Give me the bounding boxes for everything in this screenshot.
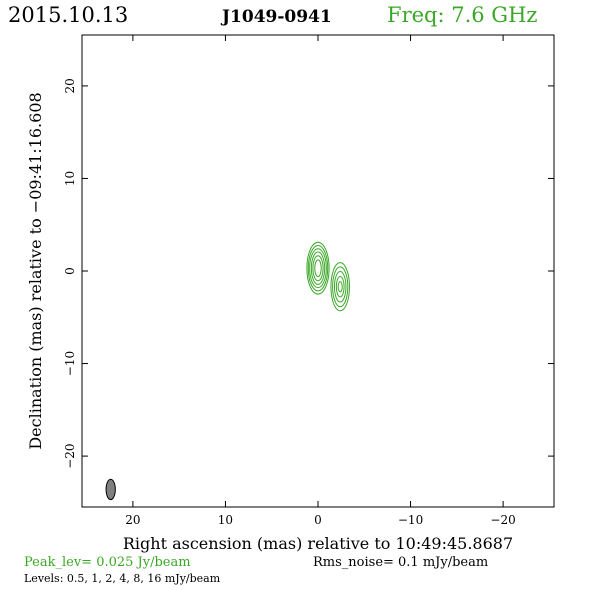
y-tick-label: −10 [63, 351, 77, 376]
x-tick-label: −20 [490, 513, 515, 527]
contour-ring [333, 270, 347, 303]
source-name: J1049-0941 [220, 7, 332, 27]
y-tick-label: 20 [63, 78, 77, 93]
component-core [306, 241, 330, 295]
contour-ring [335, 276, 345, 298]
x-tick-label: 10 [218, 513, 233, 527]
y-tick-label: −20 [63, 443, 77, 468]
restoring-beam [105, 478, 116, 501]
contour-ring [337, 281, 343, 293]
contour-ring [309, 248, 327, 289]
beam-layer [105, 478, 116, 501]
component-secondary [330, 262, 350, 312]
plot-frame [81, 34, 555, 508]
x-axis-label: Right ascension (mas) relative to 10:49:… [123, 534, 513, 553]
x-tick-label: 20 [125, 513, 140, 527]
contour-ring [312, 255, 324, 282]
peak-level: Peak_lev= 0.025 Jy/beam [24, 555, 191, 570]
rms-noise: Rms_noise= 0.1 mJy/beam [313, 555, 488, 570]
contour-ring [306, 241, 330, 295]
y-tick-label: 10 [63, 171, 77, 186]
y-tick-label: 0 [63, 267, 77, 275]
contour-layer [306, 241, 350, 312]
frequency-label: Freq: 7.6 GHz [387, 3, 537, 27]
y-axis-label: Declination (mas) relative to −09:41:16.… [26, 92, 45, 449]
contour-ring [330, 262, 350, 312]
contour-ring [314, 259, 322, 278]
axis-ticks: 20 10 0 −10 −20 20 10 0 −10 −20 [63, 35, 554, 527]
x-tick-label: 0 [314, 513, 322, 527]
contour-levels: Levels: 0.5, 1, 2, 4, 8, 16 mJy/beam [24, 572, 221, 585]
observation-date: 2015.10.13 [8, 3, 128, 27]
contour-ring [307, 245, 329, 292]
x-tick-label: −10 [398, 513, 423, 527]
contour-ring [310, 251, 326, 285]
contour-ring [332, 266, 349, 308]
